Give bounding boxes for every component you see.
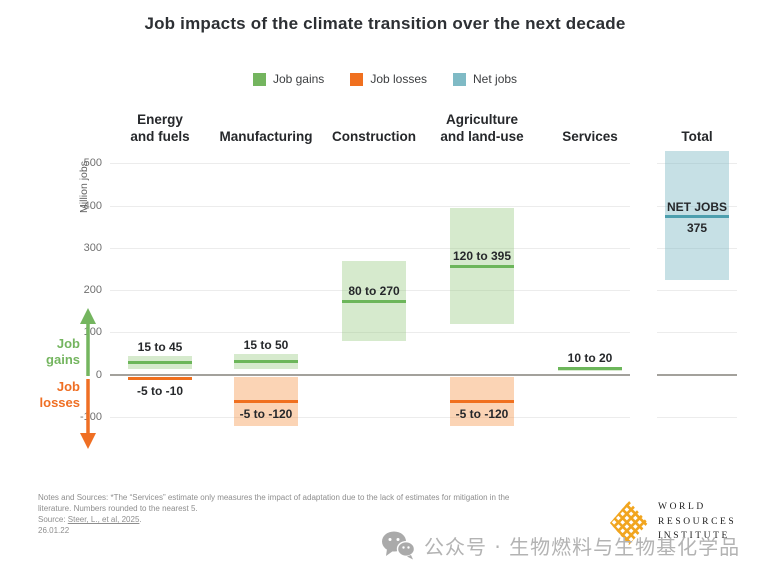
net-jobs-label: NET JOBS (666, 199, 727, 214)
gridline (110, 290, 630, 292)
job-gains-annotation: Job gains (46, 336, 80, 367)
column-header-manufacturing: Manufacturing (219, 129, 313, 145)
legend-label: Job losses (370, 72, 428, 86)
wri-word-1: WORLD (658, 502, 706, 512)
net-jobs-value: 375 (686, 220, 708, 235)
column-header-construction: Construction (332, 129, 416, 145)
y-axis-tick: 200 (83, 284, 102, 297)
losses-value-label: -5 to -120 (455, 407, 509, 422)
source-suffix: . (139, 515, 142, 524)
column-header-energy-and-fuels: Energy and fuels (130, 112, 190, 145)
y-axis-tick: 400 (83, 199, 102, 212)
y-axis-label: Million jobs (78, 161, 90, 213)
wri-word-3: INSTITUTE (658, 531, 730, 541)
wri-wordmark: WORLD RESOURCES INSTITUTE (658, 500, 736, 544)
notes-and-sources: Notes and Sources: *The “Services” estim… (38, 492, 509, 536)
y-axis-tick: 300 (83, 241, 102, 254)
gains-line (234, 359, 298, 363)
net-jobs-line (665, 215, 729, 219)
gridline (110, 332, 630, 334)
column-header-agriculture-land-use: Agriculture and land-use (440, 112, 524, 145)
job-losses-annotation: Job losses (39, 379, 80, 410)
gridline (657, 416, 737, 418)
gains-line (342, 299, 406, 303)
gains-value-label: 10 to 20 (567, 350, 613, 365)
gridline (110, 205, 630, 207)
source-prefix: Source: (38, 515, 68, 524)
column-header-services: Services (562, 129, 618, 145)
losses-value-label: -5 to -120 (239, 407, 293, 422)
y-axis-tick: 0 (95, 368, 102, 381)
losses-line (234, 399, 298, 403)
zero-line (657, 374, 737, 376)
source-link[interactable]: Steer, L., et al, 2025 (67, 515, 140, 524)
job-losses-swatch-icon (350, 72, 364, 86)
gains-value-label: 15 to 50 (243, 337, 289, 352)
losses-value-label: -5 to -10 (136, 384, 183, 399)
gains-value-label: 120 to 395 (452, 249, 512, 264)
source-line: Source: Steer, L., et al, 2025. (38, 514, 509, 525)
legend-item-net-jobs: Net jobs (453, 72, 517, 86)
legend-label: Net jobs (473, 72, 518, 86)
legend-label: Job gains (272, 72, 325, 86)
losses-line (450, 399, 514, 403)
gridline (657, 163, 737, 165)
gains-line (558, 367, 622, 371)
zero-line (110, 374, 630, 376)
column-header-total: Total (681, 129, 713, 145)
gridline (110, 247, 630, 249)
job-gains-swatch-icon (252, 72, 266, 86)
watermark-text: 公众号 · 生物燃料与生物基化学品 (424, 534, 741, 559)
legend-item-job-gains: Job gains (252, 72, 325, 86)
wechat-icon (382, 531, 415, 560)
net-jobs-swatch-icon (453, 72, 467, 86)
gridline (657, 332, 737, 334)
gains-value-label: 80 to 270 (348, 284, 400, 299)
notes-line-2: literature. Numbers rounded to the neare… (38, 504, 198, 513)
gains-line (450, 264, 514, 268)
chart-title: Job impacts of the climate transition ov… (144, 14, 626, 33)
gridline (110, 416, 630, 418)
gridline (657, 247, 737, 249)
wri-word-2: RESOURCES (658, 516, 737, 527)
gridline (657, 290, 737, 292)
legend: Job gains Job losses Net jobs (0, 72, 770, 86)
date-stamp: 26.01.22 (38, 526, 70, 535)
y-axis-tick: -100 (79, 410, 102, 423)
gains-line (128, 360, 192, 364)
watermark: 公众号 · 生物燃料与生物基化学品 (381, 530, 740, 560)
wri-logo: WORLD RESOURCES INSTITUTE (609, 500, 736, 546)
gains-value-label: 15 to 45 (137, 339, 183, 354)
y-axis-tick: 500 (83, 157, 102, 170)
notes-line-1: Notes and Sources: *The “Services” estim… (38, 493, 510, 502)
gridline (657, 205, 737, 207)
gridline (110, 163, 630, 165)
legend-item-job-losses: Job losses (350, 72, 427, 86)
wri-weave-icon (610, 501, 648, 545)
gains-losses-arrows-icon (80, 308, 96, 449)
losses-line (128, 376, 192, 380)
